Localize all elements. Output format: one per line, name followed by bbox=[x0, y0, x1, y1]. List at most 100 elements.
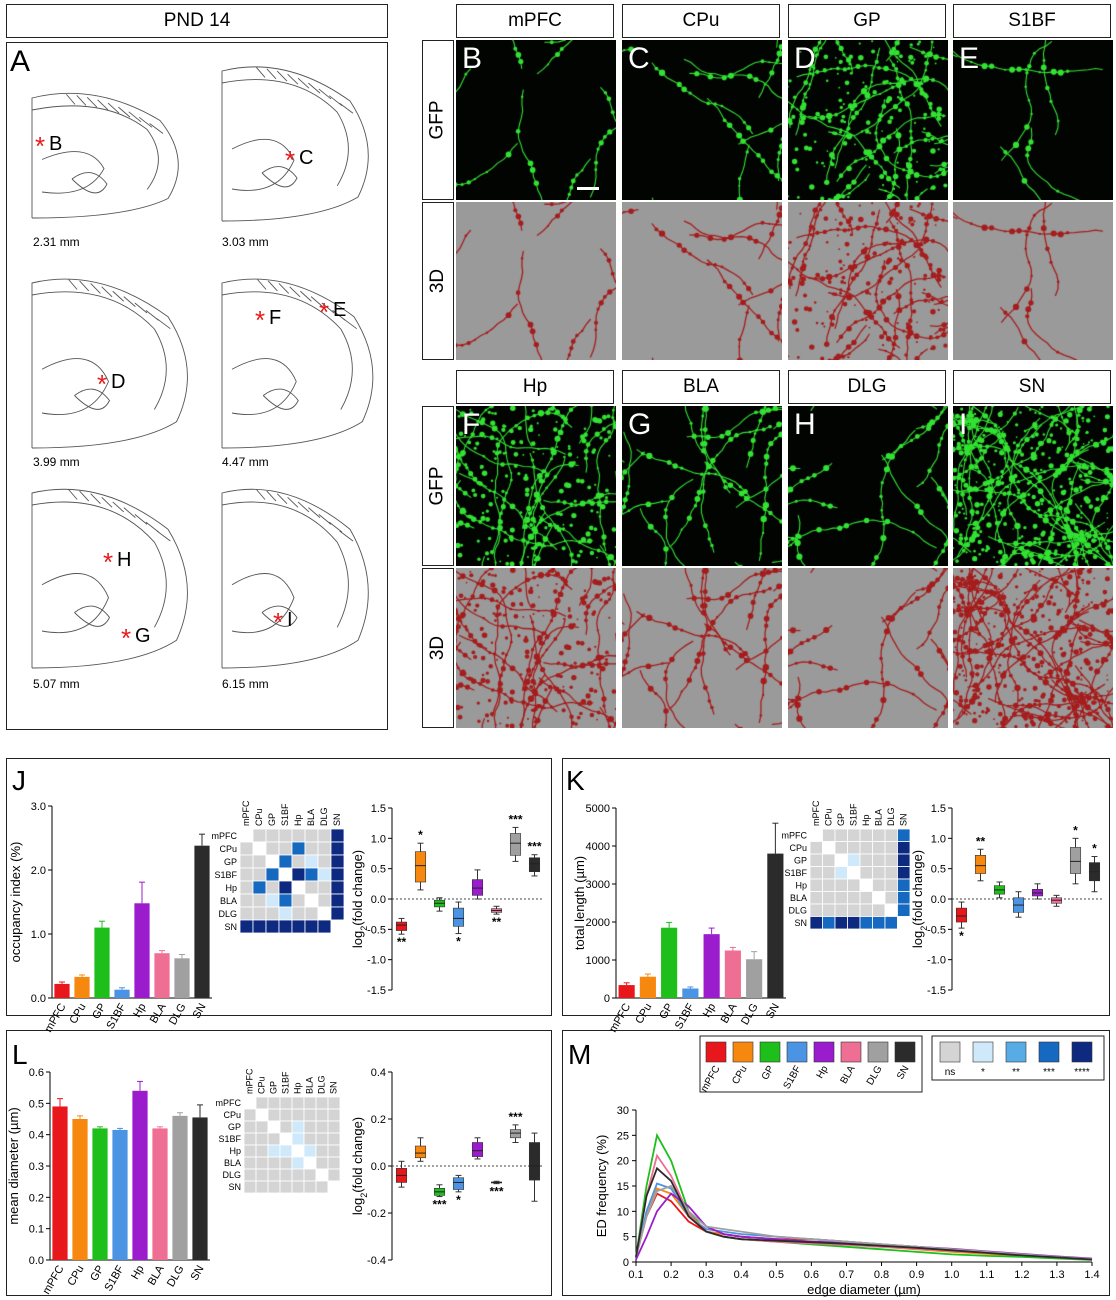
heatmap-cell bbox=[330, 906, 345, 921]
marker-e: E bbox=[333, 299, 347, 321]
heatmap-cell bbox=[278, 828, 293, 843]
row-label-gfp-bottom: GFP bbox=[422, 406, 454, 566]
legend-sig-swatch bbox=[1005, 1041, 1027, 1063]
box-s1bf bbox=[452, 907, 465, 927]
heatmap-row-label: GP bbox=[794, 855, 807, 865]
y-tick-label: -1.5 bbox=[927, 985, 946, 997]
x-tick-label: BLA bbox=[146, 1263, 167, 1288]
heatmap-cell bbox=[279, 1144, 293, 1158]
heatmap-cell bbox=[291, 841, 306, 856]
heatmap-cell bbox=[834, 903, 848, 917]
heatmap-row-label: mPFC bbox=[212, 831, 238, 841]
x-tick-label: Hp bbox=[131, 1002, 148, 1020]
heatmap-row-label: S1BF bbox=[218, 1134, 241, 1144]
marker-c: C bbox=[299, 147, 314, 169]
significance-label: ** bbox=[976, 834, 986, 848]
series-line-sn bbox=[635, 1166, 1093, 1261]
section-depth-1: 2.31 mm bbox=[33, 235, 80, 249]
heatmap-cell bbox=[327, 1108, 341, 1122]
heatmap-cell bbox=[897, 916, 911, 930]
x-tick-label: SN bbox=[191, 1001, 209, 1020]
heatmap-row-label: Hp bbox=[225, 883, 237, 893]
heatmap-cell bbox=[822, 853, 836, 867]
heatmap-cell bbox=[243, 1168, 257, 1182]
heatmap-cell bbox=[239, 919, 254, 934]
x-tick-label: 0.3 bbox=[699, 1269, 714, 1281]
heatmap-cell bbox=[279, 1096, 293, 1110]
heatmap-cell bbox=[822, 866, 836, 880]
y-tick-label: 30 bbox=[617, 1105, 629, 1117]
heatmap-cell bbox=[330, 880, 345, 895]
heatmap-cell bbox=[279, 1180, 293, 1194]
y-tick-label: 5000 bbox=[586, 803, 610, 815]
panel-letter-k: K bbox=[566, 765, 585, 796]
region-label-sn: SN bbox=[1018, 376, 1046, 397]
heatmap-cell bbox=[859, 903, 873, 917]
heatmap-cell bbox=[255, 1096, 269, 1110]
region-label-mpfc: mPFC bbox=[508, 10, 562, 31]
heatmap-cell bbox=[872, 866, 886, 880]
heatmap-cell bbox=[267, 1132, 281, 1146]
box-hp bbox=[471, 879, 484, 896]
region-header-mpfc: mPFC bbox=[456, 4, 614, 38]
heatmap-cell bbox=[239, 880, 254, 895]
x-tick-label: GP bbox=[88, 1264, 106, 1284]
x-tick-label: S1BF bbox=[102, 1263, 126, 1293]
y-tick-label: 4000 bbox=[586, 841, 610, 853]
heatmap-cell bbox=[834, 891, 848, 905]
asterisk-b: * bbox=[35, 131, 46, 161]
box-dlg bbox=[1069, 847, 1082, 874]
heatmap-cell bbox=[243, 1144, 257, 1158]
x-tick-label: CPu bbox=[68, 1002, 89, 1027]
heatmap-cell bbox=[847, 841, 861, 855]
x-tick-label: 0.8 bbox=[874, 1269, 889, 1281]
y-tick-label: -1.5 bbox=[367, 985, 386, 997]
significance-label: * bbox=[456, 1193, 461, 1207]
bar-cpu bbox=[74, 976, 90, 998]
heatmap-cell bbox=[897, 853, 911, 867]
heatmap-cell bbox=[859, 891, 873, 905]
significance-label: * bbox=[418, 828, 423, 842]
heatmap-row-label: SN bbox=[794, 918, 807, 928]
panel-letter-g: G bbox=[628, 408, 652, 441]
heatmap-cell bbox=[872, 878, 886, 892]
y-tick-label: 0.0 bbox=[371, 894, 386, 906]
y-tick-label: 5 bbox=[623, 1232, 629, 1244]
heatmap-cell bbox=[317, 906, 332, 921]
heatmap-cell bbox=[279, 1156, 293, 1170]
legend-sig-swatch bbox=[1038, 1041, 1060, 1063]
heatmap-cell bbox=[291, 1108, 305, 1122]
heatmap-cell bbox=[317, 893, 332, 908]
legend-swatch bbox=[867, 1041, 889, 1063]
heatmap-cell bbox=[267, 1108, 281, 1122]
significance-label: *** bbox=[489, 1185, 503, 1199]
cortex-inner-boundary bbox=[31, 105, 159, 190]
heatmap-cell bbox=[315, 1144, 329, 1158]
x-tick-label: 1.0 bbox=[944, 1269, 959, 1281]
heatmap-cell bbox=[859, 878, 873, 892]
heatmap-cell bbox=[265, 906, 280, 921]
heatmap-cell bbox=[291, 854, 306, 869]
heatmap-row-label: SN bbox=[224, 922, 237, 932]
heatmap-row-label: GP bbox=[224, 857, 237, 867]
heatmap-row-label: BLA bbox=[220, 896, 237, 906]
heatmap-cell bbox=[317, 919, 332, 934]
heatmap-cell bbox=[239, 854, 254, 869]
asterisk-f: * bbox=[255, 305, 266, 335]
panel-letter-l: L bbox=[12, 1039, 28, 1070]
heatmap-cell bbox=[822, 828, 836, 842]
heatmap-cell bbox=[330, 828, 345, 843]
heatmap-cell bbox=[303, 1144, 317, 1158]
heatmap-cell bbox=[847, 878, 861, 892]
row-label-gfp-top: GFP bbox=[422, 40, 454, 200]
heatmap-cell bbox=[330, 867, 345, 882]
bar-dlg bbox=[746, 959, 763, 998]
render-3d-h bbox=[788, 568, 948, 728]
heatmap-cell bbox=[884, 891, 898, 905]
heatmap-cell bbox=[255, 1120, 269, 1134]
heatmap-cell bbox=[291, 1144, 305, 1158]
heatmap-row-label: mPFC bbox=[216, 1098, 242, 1108]
heatmap-cell bbox=[847, 916, 861, 930]
heatmap-cell bbox=[327, 1144, 341, 1158]
asterisk-e: * bbox=[319, 297, 330, 327]
